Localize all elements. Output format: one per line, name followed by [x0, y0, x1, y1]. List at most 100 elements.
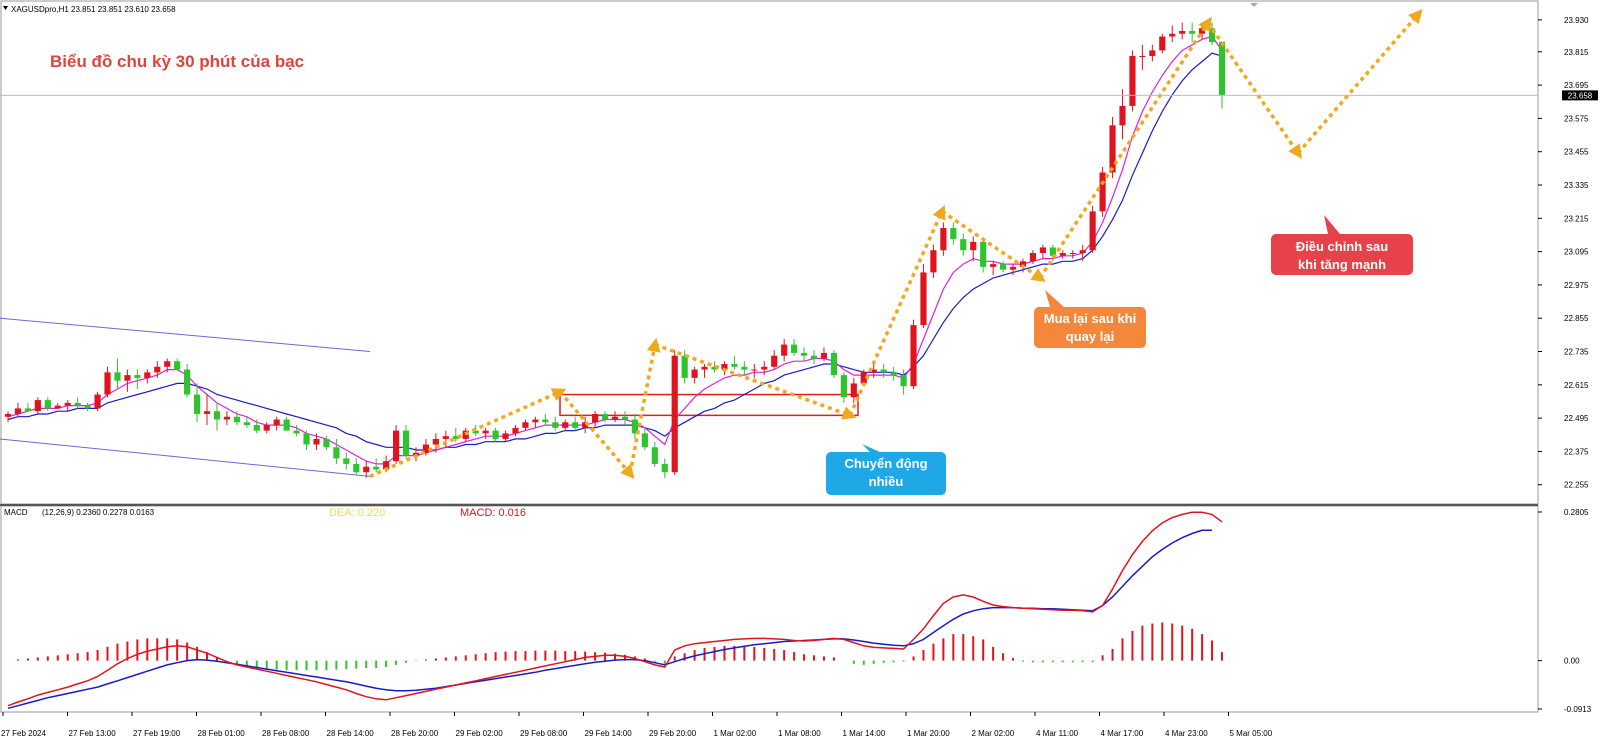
candle — [741, 361, 748, 376]
candle — [1218, 41, 1226, 109]
time-axis: 27 Feb 2024 27 Feb 13:00 27 Feb 19:00 28 Fe… — [1, 712, 1273, 738]
collapse-triangle-icon[interactable] — [3, 6, 8, 10]
candle — [193, 383, 201, 423]
candle — [24, 402, 31, 412]
candle — [114, 358, 121, 389]
price-tick-label: 23.095 — [1564, 248, 1589, 257]
candle — [1139, 44, 1146, 70]
candle — [920, 264, 927, 328]
price-tick-label: 22.735 — [1564, 348, 1589, 357]
candle — [373, 458, 380, 473]
candle — [1099, 166, 1106, 217]
candle — [950, 222, 957, 245]
trend-arrow[interactable] — [654, 342, 857, 420]
trend-arrow[interactable] — [1206, 21, 1302, 159]
candle — [552, 416, 559, 431]
trend-arrows[interactable] — [369, 9, 1423, 479]
candle — [154, 361, 161, 378]
macd-tick-label: 0.2805 — [1564, 508, 1589, 517]
candle — [253, 419, 260, 434]
candle — [1159, 33, 1166, 54]
candle — [213, 402, 221, 431]
dea-label: DEA: 0.220 — [329, 507, 385, 519]
time-tick-label: 27 Feb 13:00 — [69, 729, 117, 738]
candle — [592, 411, 599, 428]
callout-correction[interactable]: Điều chỉnh sau khi tăng mạnh — [1271, 215, 1413, 275]
current-price-tag: 23.658 — [1562, 90, 1598, 101]
candle — [761, 361, 768, 376]
candle — [1119, 89, 1126, 140]
candle — [850, 377, 857, 403]
candle — [522, 419, 529, 431]
callout-buy-back-line1: Mua lại sau khi — [1044, 311, 1136, 326]
time-tick-label: 29 Feb 20:00 — [649, 729, 697, 738]
price-tick-label: 23.930 — [1564, 16, 1589, 25]
trend-arrow[interactable] — [848, 204, 946, 417]
candle — [840, 372, 847, 403]
callout-buy-back[interactable]: Mua lại sau khi quay lại — [1034, 290, 1146, 348]
time-tick-label: 28 Feb 20:00 — [391, 729, 439, 738]
candle — [611, 411, 619, 423]
price-tick-label: 22.855 — [1564, 314, 1589, 323]
price-tick-label: 22.615 — [1564, 381, 1589, 390]
time-tick-label: 27 Feb 19:00 — [133, 729, 181, 738]
candle — [1129, 50, 1136, 112]
candle — [681, 350, 688, 384]
price-tick-label: 23.455 — [1564, 148, 1589, 157]
candle — [582, 416, 589, 434]
channel-line[interactable] — [0, 438, 371, 477]
price-tick-label: 22.495 — [1564, 414, 1589, 423]
current-price-value: 23.658 — [1568, 91, 1593, 100]
candle — [990, 261, 997, 276]
callout-noise-line1: Chuyển động — [844, 456, 927, 471]
candle — [323, 436, 330, 451]
trend-channel[interactable] — [0, 317, 371, 477]
candle — [1149, 44, 1156, 62]
time-tick-label: 29 Feb 08:00 — [520, 729, 568, 738]
macd-main-line — [7, 511, 1223, 707]
candle — [1029, 250, 1037, 265]
time-tick-label: 29 Feb 14:00 — [585, 729, 633, 738]
candle — [999, 261, 1007, 273]
noise-zone[interactable] — [559, 393, 859, 417]
price-tick-label: 22.975 — [1564, 281, 1589, 290]
time-tick-label: 28 Feb 14:00 — [327, 729, 375, 738]
trend-arrow[interactable] — [369, 388, 567, 479]
candle — [432, 433, 439, 453]
candle — [363, 461, 370, 478]
time-tick-label: 1 Mar 14:00 — [843, 729, 886, 738]
candle — [134, 369, 141, 389]
trend-arrow[interactable] — [1296, 9, 1423, 155]
trend-arrow[interactable] — [628, 337, 661, 474]
trend-arrow[interactable] — [1038, 16, 1212, 279]
candle — [512, 425, 519, 437]
macd-label: MACD: 0.016 — [460, 507, 526, 519]
time-tick-label: 4 Mar 11:00 — [1036, 729, 1079, 738]
price-tick-label: 22.375 — [1564, 447, 1589, 456]
candle — [94, 391, 101, 412]
candle — [313, 433, 320, 451]
trend-arrow[interactable] — [558, 390, 635, 479]
channel-line[interactable] — [0, 317, 371, 353]
candle — [820, 347, 828, 362]
macd-axis: 0.2805 0.00 -0.0913 — [1538, 508, 1592, 714]
candle — [343, 452, 350, 470]
candle — [930, 244, 937, 278]
price-axis: 23.930 23.815 23.695 23.575 23.455 23.335 23.2… — [1538, 16, 1589, 490]
candle — [542, 413, 549, 426]
callout-buy-back-line2: quay lại — [1066, 329, 1114, 344]
candle — [502, 430, 509, 442]
candle — [64, 400, 71, 412]
callout-noise[interactable]: Chuyển động nhiều — [826, 444, 946, 495]
candle — [74, 397, 81, 409]
candle — [810, 350, 818, 365]
price-tick-label: 23.215 — [1564, 214, 1589, 223]
candle — [1059, 250, 1066, 259]
noise-zone-box[interactable] — [559, 393, 859, 417]
trend-arrow[interactable] — [941, 209, 1046, 282]
candle — [233, 411, 240, 426]
candle — [333, 438, 340, 464]
macd-header: MACD — [4, 508, 28, 517]
price-tick-label: 23.695 — [1564, 81, 1589, 90]
